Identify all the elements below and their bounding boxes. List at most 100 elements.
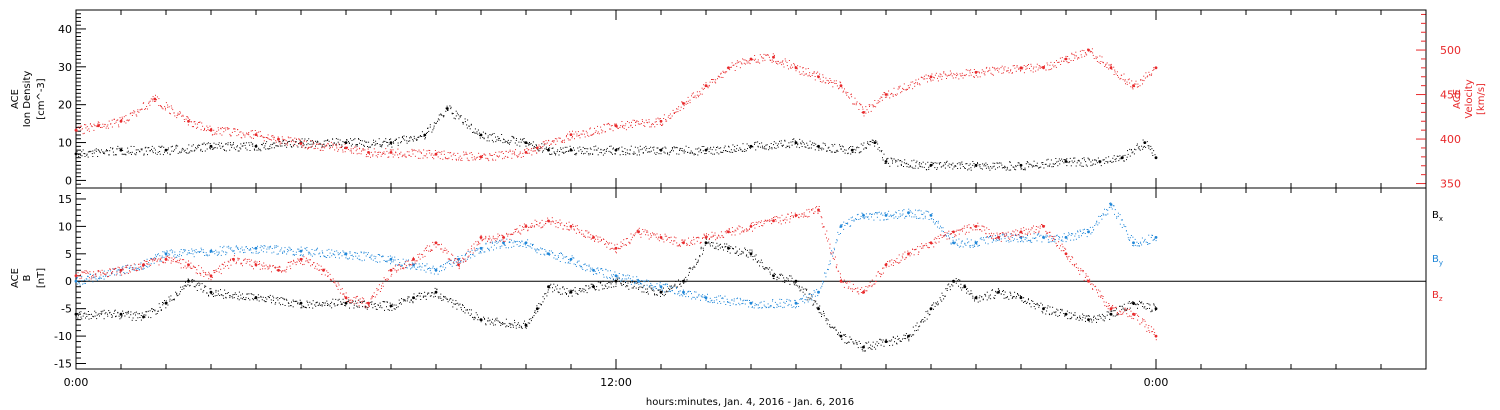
density-dot [556, 151, 558, 153]
bx-dot [1065, 314, 1067, 316]
bx-dot [575, 292, 577, 294]
bx-dot [661, 291, 663, 293]
density-dot [1053, 163, 1055, 165]
bx-dot [863, 345, 865, 347]
velocity-dot [915, 82, 917, 84]
velocity-dot [990, 72, 992, 74]
density-dot [586, 151, 588, 153]
velocity-dot [605, 131, 606, 133]
density-dot [231, 144, 233, 146]
bx-dot [477, 319, 479, 321]
velocity-dot [922, 77, 924, 79]
density-dot [450, 108, 452, 110]
bx-dot [758, 260, 760, 262]
density-dot [447, 109, 448, 111]
bx-dot [299, 299, 301, 301]
by-dot [345, 255, 347, 257]
bx-dot [723, 249, 724, 251]
density-dot [507, 142, 509, 144]
by-dot [403, 263, 405, 265]
velocity-dot [432, 157, 434, 158]
bx-dot [321, 305, 323, 307]
bx-dot [577, 293, 578, 295]
velocity-dot [374, 151, 376, 153]
bx-dot [633, 285, 635, 287]
bx-dot [814, 301, 816, 303]
by-dot [377, 261, 378, 263]
velocity-dot [136, 115, 138, 117]
density-dot [1014, 168, 1015, 170]
velocity-dot [1030, 70, 1032, 72]
density-dot [516, 138, 517, 140]
bx-dot [955, 282, 957, 284]
by-dot [304, 247, 306, 249]
bx-dot [353, 304, 355, 306]
density-dot [990, 166, 992, 168]
velocity-dot [869, 104, 871, 106]
bx-dot [443, 296, 445, 298]
density-dot [306, 144, 308, 146]
velocity-dot [97, 121, 99, 123]
bx-dot [677, 286, 678, 288]
velocity-dot [123, 116, 125, 118]
bx-dot [1153, 304, 1155, 306]
velocity-dot [460, 159, 461, 161]
density-dot [891, 158, 893, 160]
velocity-dot [295, 141, 297, 143]
bx-dot [358, 306, 360, 308]
density-dot [841, 145, 843, 147]
bx-point [524, 323, 528, 327]
bx-dot [506, 325, 508, 327]
density-dot [691, 151, 693, 153]
density-dot [816, 146, 818, 148]
bx-dot [892, 344, 894, 346]
bx-dot [1110, 310, 1112, 312]
velocity-dot [207, 129, 209, 131]
bx-dot [264, 301, 266, 303]
velocity-dot [1105, 63, 1107, 65]
by-dot [239, 251, 241, 253]
density-dot [353, 139, 355, 141]
bx-dot [434, 287, 436, 289]
velocity-dot [476, 156, 478, 158]
density-dot [397, 142, 399, 144]
bx-dot [158, 303, 160, 305]
velocity-dot [1095, 58, 1097, 60]
bx-dot [470, 313, 472, 315]
density-dot [502, 142, 504, 144]
velocity-dot [286, 144, 288, 146]
bx-dot [1106, 311, 1108, 313]
bx-dot [191, 281, 193, 283]
by-dot [290, 249, 292, 251]
bx-dot [222, 295, 224, 297]
density-dot [844, 152, 846, 154]
bx-dot [279, 298, 281, 299]
bx-dot [853, 342, 855, 344]
bx-dot [588, 285, 590, 287]
velocity-dot [597, 131, 599, 133]
velocity-dot [1147, 75, 1149, 77]
bx-dot [1008, 298, 1010, 300]
density-dot [728, 146, 730, 148]
by-dot [607, 270, 609, 272]
by-dot [142, 268, 144, 270]
velocity-dot [763, 57, 765, 59]
velocity-dot [881, 99, 883, 101]
by-dot [146, 258, 148, 260]
velocity-dot [689, 102, 691, 104]
velocity-dot [925, 74, 927, 76]
density-dot [276, 145, 278, 147]
density-dot [559, 151, 561, 152]
bx-dot [1116, 314, 1118, 316]
by-dot [308, 253, 310, 255]
density-dot [190, 150, 192, 152]
density-dot [882, 159, 884, 161]
bx-dot [840, 331, 841, 333]
density-dot [768, 149, 770, 151]
by-dot [483, 251, 485, 253]
velocity-dot [683, 108, 685, 110]
velocity-dot [833, 80, 835, 82]
velocity-dot [395, 151, 397, 153]
density-dot [646, 147, 648, 149]
density-dot [856, 146, 858, 148]
